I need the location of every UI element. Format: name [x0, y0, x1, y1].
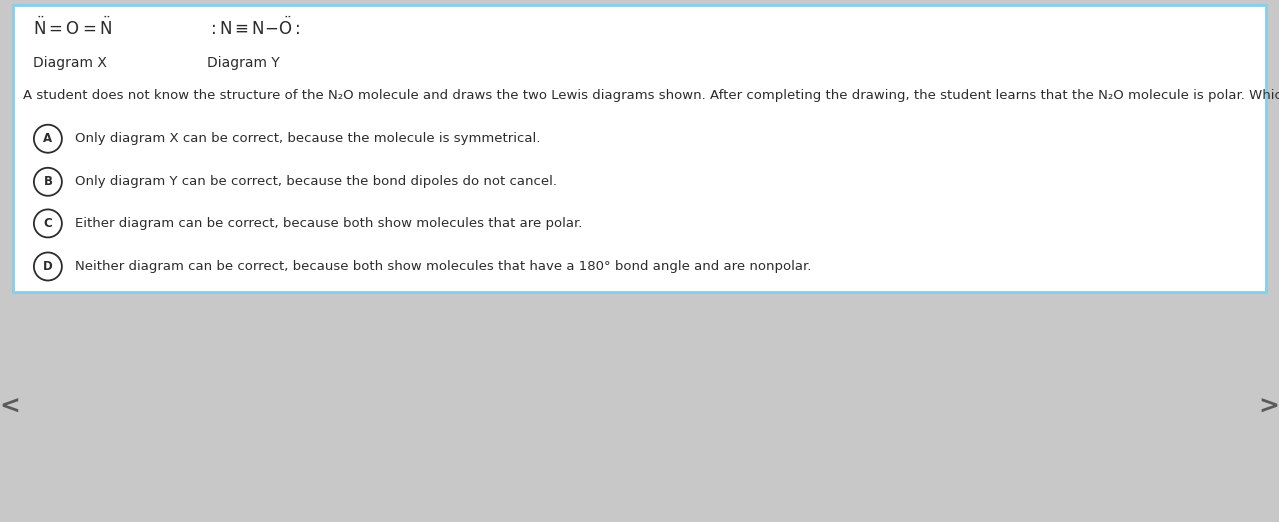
- Text: $:{\rm N}{\equiv}{\rm N}{-}\ddot{\rm O}{:}$: $:{\rm N}{\equiv}{\rm N}{-}\ddot{\rm O}{…: [207, 17, 301, 39]
- Ellipse shape: [33, 253, 61, 280]
- Text: Either diagram can be correct, because both show molecules that are polar.: Either diagram can be correct, because b…: [75, 217, 583, 230]
- Text: Only diagram Y can be correct, because the bond dipoles do not cancel.: Only diagram Y can be correct, because t…: [75, 175, 558, 188]
- Text: $\ddot{\rm N}{=}{\rm O}{=}\ddot{\rm N}$: $\ddot{\rm N}{=}{\rm O}{=}\ddot{\rm N}$: [33, 17, 113, 39]
- FancyBboxPatch shape: [13, 5, 1266, 292]
- Text: D: D: [43, 260, 52, 273]
- Text: A student does not know the structure of the N₂O molecule and draws the two Lewi: A student does not know the structure of…: [23, 89, 1279, 102]
- Ellipse shape: [33, 209, 61, 238]
- Text: Neither diagram can be correct, because both show molecules that have a 180° bon: Neither diagram can be correct, because …: [75, 260, 812, 273]
- Text: Only diagram X can be correct, because the molecule is symmetrical.: Only diagram X can be correct, because t…: [75, 132, 541, 145]
- Text: <: <: [0, 395, 20, 419]
- Ellipse shape: [33, 168, 61, 196]
- Text: Diagram Y: Diagram Y: [207, 56, 280, 69]
- Ellipse shape: [33, 125, 61, 153]
- Text: Diagram X: Diagram X: [33, 56, 106, 69]
- Text: B: B: [43, 175, 52, 188]
- Text: C: C: [43, 217, 52, 230]
- Text: >: >: [1259, 395, 1279, 419]
- Text: A: A: [43, 132, 52, 145]
